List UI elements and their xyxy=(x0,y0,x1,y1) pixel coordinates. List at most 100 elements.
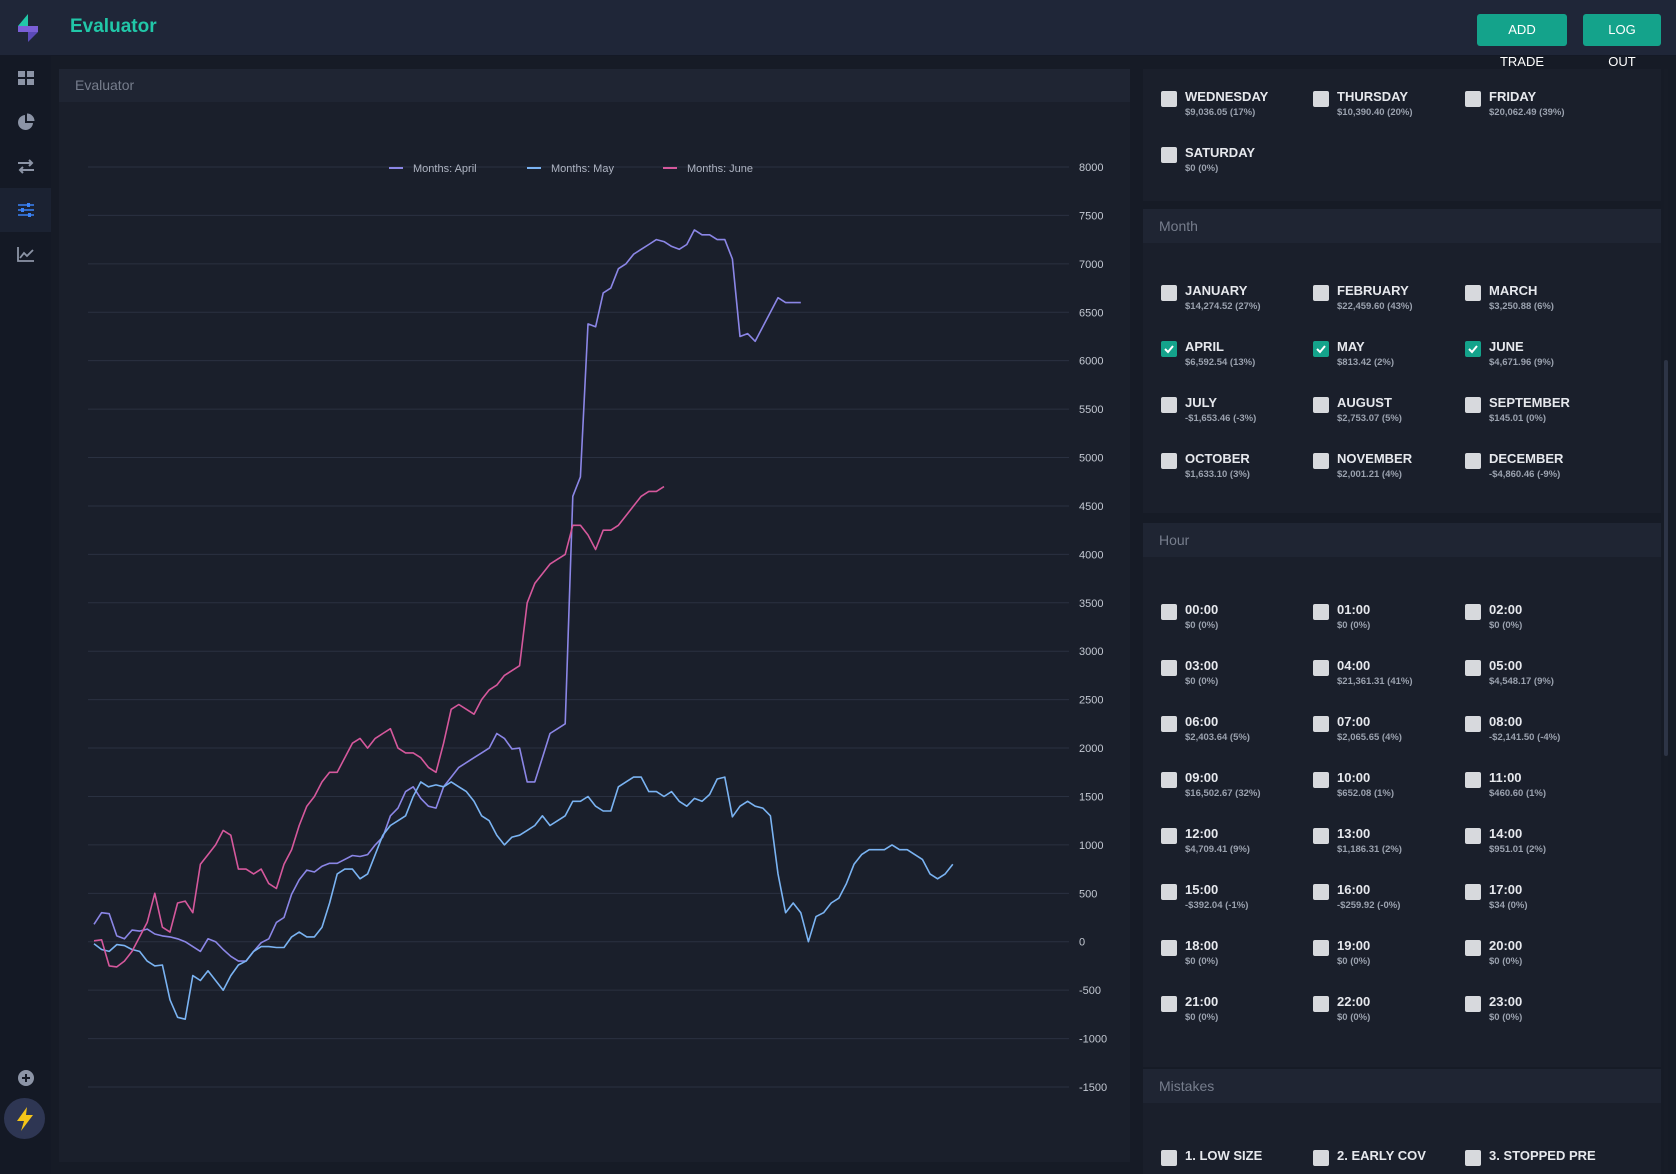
mistake-option[interactable]: 2. EARLY COV xyxy=(1313,1148,1473,1174)
sidebar-item-analytics[interactable] xyxy=(0,232,51,276)
hour-checkbox[interactable] xyxy=(1313,772,1329,788)
weekday-option[interactable]: THURSDAY $10,390.40 (20%) xyxy=(1313,89,1473,129)
scrollbar-thumb[interactable] xyxy=(1664,360,1668,756)
month-checkbox[interactable] xyxy=(1313,453,1329,469)
hour-option[interactable]: 20:00 $0 (0%) xyxy=(1465,938,1625,978)
mistake-option[interactable]: 1. LOW SIZE xyxy=(1161,1148,1321,1174)
hour-option[interactable]: 01:00 $0 (0%) xyxy=(1313,602,1473,642)
hour-option[interactable]: 21:00 $0 (0%) xyxy=(1161,994,1321,1034)
month-checkbox[interactable] xyxy=(1465,285,1481,301)
month-checkbox[interactable] xyxy=(1161,285,1177,301)
hour-checkbox[interactable] xyxy=(1313,884,1329,900)
month-checkbox[interactable] xyxy=(1161,341,1177,357)
hour-option[interactable]: 11:00 $460.60 (1%) xyxy=(1465,770,1625,810)
sidebar-item-dashboard[interactable] xyxy=(0,56,51,100)
hour-option[interactable]: 03:00 $0 (0%) xyxy=(1161,658,1321,698)
sidebar-item-reports[interactable] xyxy=(0,100,51,144)
hour-option[interactable]: 12:00 $4,709.41 (9%) xyxy=(1161,826,1321,866)
hour-option[interactable]: 19:00 $0 (0%) xyxy=(1313,938,1473,978)
hour-checkbox[interactable] xyxy=(1161,828,1177,844)
hour-option[interactable]: 17:00 $34 (0%) xyxy=(1465,882,1625,922)
hour-option[interactable]: 13:00 $1,186.31 (2%) xyxy=(1313,826,1473,866)
hour-option[interactable]: 07:00 $2,065.65 (4%) xyxy=(1313,714,1473,754)
month-option[interactable]: FEBRUARY $22,459.60 (43%) xyxy=(1313,283,1473,323)
hour-checkbox[interactable] xyxy=(1465,604,1481,620)
month-option[interactable]: SEPTEMBER $145.01 (0%) xyxy=(1465,395,1625,435)
hour-checkbox[interactable] xyxy=(1465,940,1481,956)
month-option[interactable]: JULY -$1,653.46 (-3%) xyxy=(1161,395,1321,435)
hour-option[interactable]: 10:00 $652.08 (1%) xyxy=(1313,770,1473,810)
hour-checkbox[interactable] xyxy=(1465,828,1481,844)
hour-checkbox[interactable] xyxy=(1313,996,1329,1012)
month-checkbox[interactable] xyxy=(1313,285,1329,301)
month-checkbox[interactable] xyxy=(1465,397,1481,413)
hour-option[interactable]: 14:00 $951.01 (2%) xyxy=(1465,826,1625,866)
hour-option[interactable]: 09:00 $16,502.67 (32%) xyxy=(1161,770,1321,810)
month-option[interactable]: MAY $813.42 (2%) xyxy=(1313,339,1473,379)
hour-option[interactable]: 06:00 $2,403.64 (5%) xyxy=(1161,714,1321,754)
weekday-checkbox[interactable] xyxy=(1161,91,1177,107)
hour-checkbox[interactable] xyxy=(1161,940,1177,956)
month-checkbox[interactable] xyxy=(1465,341,1481,357)
hour-option[interactable]: 00:00 $0 (0%) xyxy=(1161,602,1321,642)
month-checkbox[interactable] xyxy=(1313,397,1329,413)
weekday-checkbox[interactable] xyxy=(1313,91,1329,107)
hour-checkbox[interactable] xyxy=(1465,884,1481,900)
hour-checkbox[interactable] xyxy=(1313,716,1329,732)
mistake-option[interactable]: 3. STOPPED PRE xyxy=(1465,1148,1625,1174)
month-option[interactable]: MARCH $3,250.88 (6%) xyxy=(1465,283,1625,323)
hour-checkbox[interactable] xyxy=(1465,772,1481,788)
weekday-checkbox[interactable] xyxy=(1161,147,1177,163)
weekday-option[interactable]: WEDNESDAY $9,036.05 (17%) xyxy=(1161,89,1321,129)
month-checkbox[interactable] xyxy=(1161,397,1177,413)
log-out-button[interactable]: LOG OUT xyxy=(1583,14,1661,69)
hour-checkbox[interactable] xyxy=(1161,884,1177,900)
add-trade-button[interactable]: ADD TRADE xyxy=(1477,14,1567,69)
month-option[interactable]: APRIL $6,592.54 (13%) xyxy=(1161,339,1321,379)
sidebar-item-evaluator[interactable] xyxy=(0,188,51,232)
hour-checkbox[interactable] xyxy=(1161,716,1177,732)
month-checkbox[interactable] xyxy=(1161,453,1177,469)
month-option[interactable]: AUGUST $2,753.07 (5%) xyxy=(1313,395,1473,435)
upgrade-button[interactable] xyxy=(4,1098,45,1139)
hour-option[interactable]: 23:00 $0 (0%) xyxy=(1465,994,1625,1034)
weekday-checkbox[interactable] xyxy=(1465,91,1481,107)
add-button[interactable] xyxy=(0,1056,51,1100)
hour-checkbox[interactable] xyxy=(1313,660,1329,676)
hour-checkbox[interactable] xyxy=(1313,940,1329,956)
hour-checkbox[interactable] xyxy=(1161,660,1177,676)
mistake-checkbox[interactable] xyxy=(1465,1150,1481,1166)
hour-checkbox[interactable] xyxy=(1313,828,1329,844)
hour-section-title: Hour xyxy=(1143,523,1661,557)
hour-checkbox[interactable] xyxy=(1465,716,1481,732)
mistake-checkbox[interactable] xyxy=(1161,1150,1177,1166)
hour-checkbox[interactable] xyxy=(1465,996,1481,1012)
hour-option[interactable]: 18:00 $0 (0%) xyxy=(1161,938,1321,978)
sidebar-item-trades[interactable] xyxy=(0,144,51,188)
hour-option[interactable]: 22:00 $0 (0%) xyxy=(1313,994,1473,1034)
hour-option[interactable]: 02:00 $0 (0%) xyxy=(1465,602,1625,642)
mistake-checkbox[interactable] xyxy=(1313,1150,1329,1166)
month-option[interactable]: JANUARY $14,274.52 (27%) xyxy=(1161,283,1321,323)
hour-option[interactable]: 04:00 $21,361.31 (41%) xyxy=(1313,658,1473,698)
month-option[interactable]: DECEMBER -$4,860.46 (-9%) xyxy=(1465,451,1625,491)
hour-checkbox[interactable] xyxy=(1161,772,1177,788)
month-checkbox[interactable] xyxy=(1465,453,1481,469)
hour-checkbox[interactable] xyxy=(1313,604,1329,620)
hour-checkbox[interactable] xyxy=(1161,604,1177,620)
hour-option[interactable]: 16:00 -$259.92 (-0%) xyxy=(1313,882,1473,922)
app-logo-icon[interactable] xyxy=(14,12,42,44)
month-checkbox[interactable] xyxy=(1313,341,1329,357)
hour-option[interactable]: 08:00 -$2,141.50 (-4%) xyxy=(1465,714,1625,754)
month-option[interactable]: OCTOBER $1,633.10 (3%) xyxy=(1161,451,1321,491)
hour-checkbox[interactable] xyxy=(1161,996,1177,1012)
weekday-option[interactable]: SATURDAY $0 (0%) xyxy=(1161,145,1321,185)
hour-checkbox[interactable] xyxy=(1465,660,1481,676)
hour-value: $2,403.64 (5%) xyxy=(1185,732,1250,743)
month-label: APRIL xyxy=(1185,339,1224,354)
weekday-option[interactable]: FRIDAY $20,062.49 (39%) xyxy=(1465,89,1625,129)
month-option[interactable]: NOVEMBER $2,001.21 (4%) xyxy=(1313,451,1473,491)
hour-option[interactable]: 15:00 -$392.04 (-1%) xyxy=(1161,882,1321,922)
hour-option[interactable]: 05:00 $4,548.17 (9%) xyxy=(1465,658,1625,698)
month-option[interactable]: JUNE $4,671.96 (9%) xyxy=(1465,339,1625,379)
